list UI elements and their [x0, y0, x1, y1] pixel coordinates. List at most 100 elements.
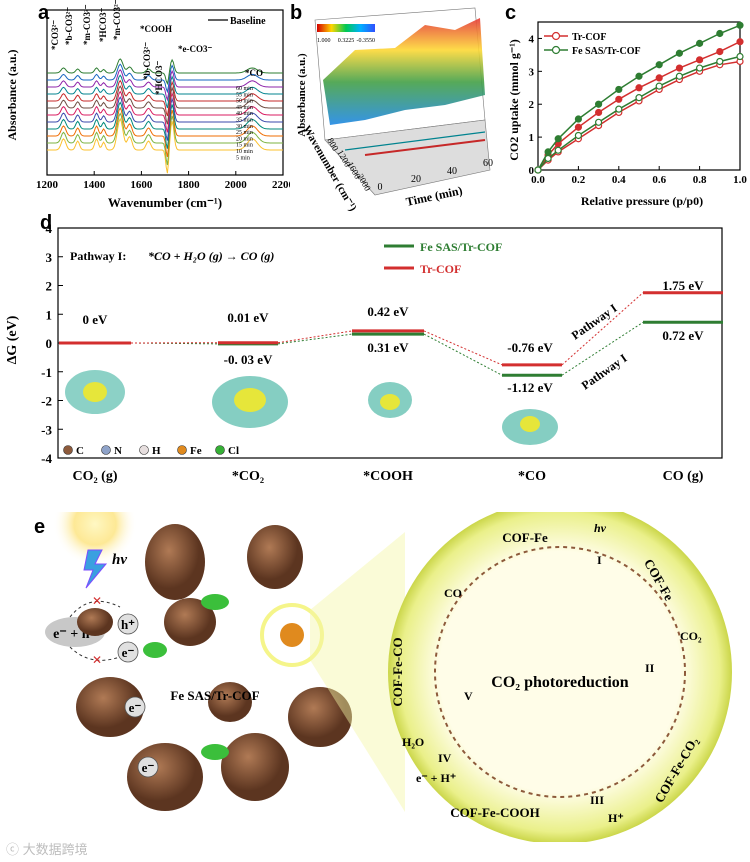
- data-point: [736, 52, 744, 61]
- data-point: [594, 100, 603, 108]
- data-point: [615, 85, 623, 94]
- data-point: [716, 29, 724, 38]
- panel-c-ticks: 0.0 0.2 0.4 0.6 0.8 1.0 0 1 2 3 4: [529, 33, 748, 186]
- value-label: -0. 03 eV: [224, 352, 273, 367]
- peak-label: *e-CO3⁻: [178, 44, 212, 54]
- spectrum-line: [47, 112, 283, 166]
- panel-e-center: CO₂ photoreduction: [491, 674, 629, 691]
- time-label: 10 min: [236, 149, 253, 155]
- panel-a-legend: Baseline: [230, 16, 266, 27]
- atom-label: N: [114, 445, 122, 457]
- atom-swatch: [215, 445, 225, 455]
- panel-d-legend: Fe SAS/Tr-COF Tr-COF: [384, 240, 502, 276]
- lightning-icon: [83, 549, 108, 589]
- spectrum-line: [47, 85, 283, 125]
- panel-d-atom-legend: C N H Fe Cl: [63, 445, 239, 457]
- spectrum-line: [47, 101, 283, 149]
- panel-e-scheme: hν e⁻ + h⁺ ✕ ✕ h⁺e⁻e⁻e⁻ Fe SAS/Tr-COF CO…: [45, 512, 732, 842]
- time-label: 40 min: [236, 111, 253, 117]
- spectrum-line: [47, 79, 283, 117]
- cycle-step: II: [645, 661, 655, 675]
- cycle-species: H⁺: [608, 811, 624, 825]
- time-label: 5 min: [236, 155, 250, 161]
- panel-letter-c: c: [505, 2, 517, 24]
- data-point: [615, 95, 623, 103]
- sun-icon: [53, 512, 137, 566]
- data-point: [615, 105, 623, 113]
- panel-e-hv: hν: [112, 552, 127, 568]
- cof-block: [208, 682, 252, 722]
- data-point: [574, 131, 583, 140]
- data-point: [696, 39, 704, 47]
- panel-letter-e: e: [34, 516, 46, 538]
- carrier-label: h⁺: [121, 617, 135, 632]
- spectrum-line: [47, 63, 283, 94]
- x-tick-label: 0.8: [693, 174, 707, 186]
- carrier-label: e⁻: [142, 760, 155, 775]
- y-tick-label: 4: [529, 33, 535, 45]
- panel-e-carriers: h⁺ e⁻ e⁻ e⁻: [117, 613, 159, 778]
- data-point: [655, 82, 663, 90]
- watermark: ⓒ 大数据跨境: [6, 842, 88, 857]
- cross-icon: ✕: [92, 653, 102, 667]
- panel-b-surface: [323, 18, 485, 125]
- panel-c-uptake-chart: CO2 uptake (mmol g⁻¹) 0.0 0.2 0.4 0.6 0.8 1.0…: [507, 21, 748, 208]
- panel-a-ylabel: Absorbance (a.u.): [5, 49, 19, 140]
- colorbar-label: -0.3550: [357, 38, 376, 44]
- cof-block: [76, 677, 144, 737]
- data-point: [675, 72, 683, 80]
- y-tick-label: -4: [41, 451, 52, 466]
- panel-d-ylabel: ΔG (eV): [5, 315, 20, 364]
- time-label: 60 min: [236, 86, 253, 92]
- spectrum-line: [47, 117, 283, 174]
- panel-b-zlabel: Absorbance (a.u.): [296, 53, 308, 137]
- spectrum-line: [47, 90, 283, 133]
- category-label: CO₂ (g): [72, 469, 117, 484]
- panel-d-energy-levels: [59, 291, 723, 377]
- panel-letter-a: a: [38, 2, 50, 24]
- panel-d-reaction: *CO + H₂O (g) → CO (g): [148, 249, 274, 263]
- category-label: CO (g): [663, 469, 704, 484]
- panel-b-3d-chart: Absorbance (a.u.) 1.000 0.3225 -0.3550 0 20…: [296, 7, 494, 214]
- x-tick-label: 1400: [83, 179, 106, 191]
- data-point: [635, 72, 643, 80]
- time-label: 35 min: [236, 118, 253, 124]
- panel-d-value-labels: 0 eV 0.01 eV -0. 03 eV 0.42 eV 0.31 eV -0.76 …: [83, 278, 705, 395]
- cycle-species: H₂O: [402, 735, 424, 749]
- panel-c-legend: Tr-COF Fe SAS/Tr-COF: [544, 31, 641, 57]
- peak-label: *HCO3⁻: [154, 60, 164, 95]
- cof-block: [145, 524, 205, 600]
- time-label: 30 min: [236, 124, 253, 130]
- category-label: *CO: [518, 469, 546, 484]
- time-label: 50 min: [236, 99, 253, 105]
- y-tick-label: 1: [46, 307, 53, 322]
- cycle-species: CO₂: [680, 629, 702, 643]
- x-tick-label: 1600: [130, 179, 153, 191]
- y-tick-label: 3: [46, 250, 53, 265]
- x-tick-label: 0.6: [652, 174, 666, 186]
- cross-icon: ✕: [92, 594, 102, 608]
- spectrum-line: [47, 58, 283, 86]
- panel-letter-d: d: [40, 212, 53, 234]
- y-tick-label: 4: [46, 221, 53, 236]
- x-tick-label: 0.4: [612, 174, 626, 186]
- panel-letter-b: b: [290, 2, 303, 24]
- spectrum-line: [47, 74, 283, 109]
- panel-b-time-ticks: 0 20 40 60: [378, 158, 494, 193]
- panel-a-spectra: [47, 58, 283, 174]
- data-point: [716, 47, 724, 56]
- x-tick-label: 0.0: [531, 174, 545, 186]
- value-label: 0.72 eV: [662, 328, 704, 343]
- time-tick: 0: [378, 182, 383, 193]
- cycle-species: e⁻ + H⁺: [416, 771, 456, 785]
- cof-block: [127, 743, 203, 811]
- y-tick-label: 2: [46, 279, 53, 294]
- category-label: *CO₂: [232, 469, 264, 484]
- panel-d-pathway-labels: Pathway I Pathway I: [569, 301, 630, 393]
- time-label: 25 min: [236, 130, 253, 136]
- panel-b-xlabel: Time (min): [405, 183, 464, 209]
- value-label: 0.01 eV: [227, 310, 269, 325]
- cycle-state: COF-Fe-COOH: [450, 805, 540, 820]
